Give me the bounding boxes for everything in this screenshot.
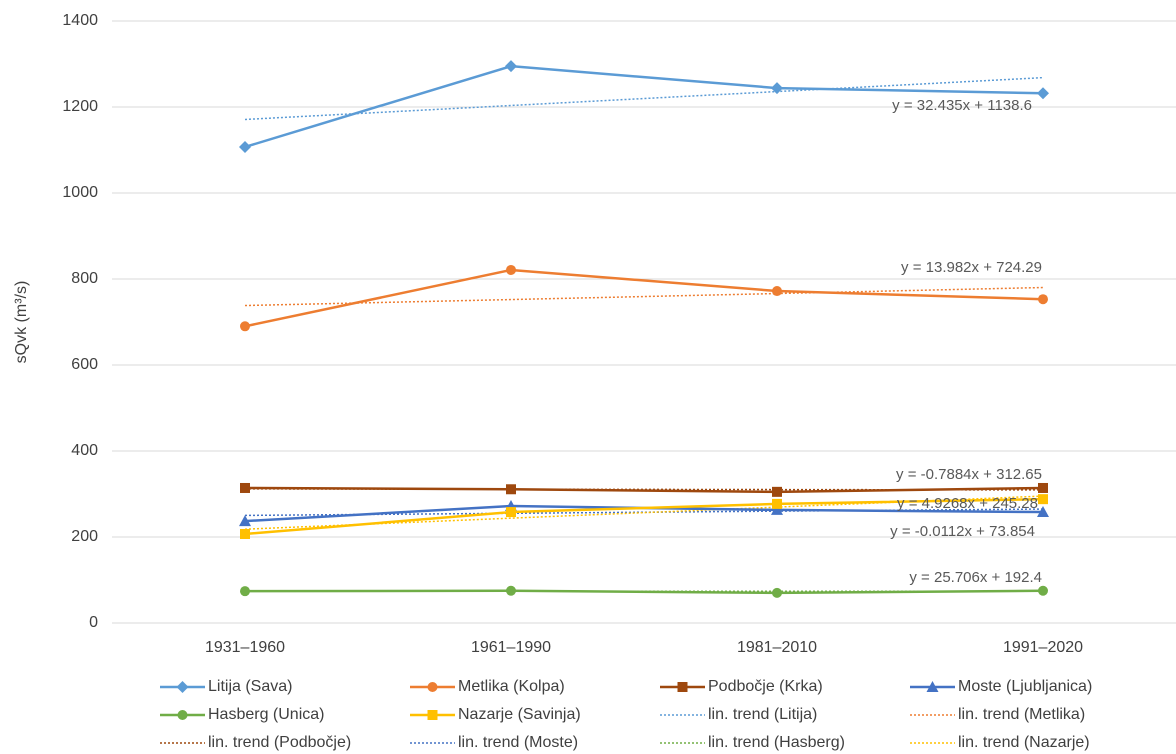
series-line: [244, 497, 1044, 536]
marker: [772, 587, 782, 598]
marker: [240, 482, 250, 493]
marker: [1038, 585, 1048, 596]
marker: [772, 486, 782, 497]
legend-label: Nazarje (Savinja): [458, 706, 581, 723]
marker: [772, 498, 782, 509]
trend-equation: y = -0.7884x + 312.65: [896, 466, 1042, 483]
legend-label: Litija (Sava): [208, 678, 292, 695]
trend-equation: y = 13.982x + 724.29: [901, 259, 1042, 276]
trend-equation: y = 4.9268x + 245.28: [897, 495, 1038, 512]
series-line: [244, 268, 1044, 328]
series-line: [244, 64, 1044, 149]
marker: [1038, 494, 1048, 505]
x-tick-label: 1981–2010: [737, 639, 817, 656]
series-line: [244, 486, 1044, 494]
y-tick-label: 0: [89, 614, 98, 631]
legend-marker: [427, 710, 438, 720]
marker: [240, 586, 250, 597]
marker: [506, 507, 516, 518]
marker: [1037, 87, 1049, 100]
legend-label: Moste (Ljubljanica): [958, 678, 1092, 695]
marker: [771, 503, 783, 515]
marker: [771, 82, 783, 95]
y-tick-label: 1200: [62, 98, 98, 115]
x-tick-label: 1961–1990: [471, 639, 551, 656]
trend-line: [244, 76, 1044, 121]
legend-label: lin. trend (Litija): [708, 706, 817, 723]
marker: [772, 286, 782, 297]
marker: [506, 264, 516, 275]
legend-label: lin. trend (Nazarje): [958, 734, 1090, 751]
legend-marker: [677, 682, 688, 692]
trend-equation: y = 32.435x + 1138.6: [892, 97, 1032, 114]
marker: [1037, 506, 1049, 518]
legend-label: Hasberg (Unica): [208, 706, 324, 723]
y-tick-label: 600: [71, 356, 98, 373]
marker: [239, 140, 251, 153]
legend-marker: [177, 710, 188, 720]
trend-line: [244, 286, 1044, 307]
y-tick-label: 200: [71, 528, 98, 545]
marker: [1038, 482, 1048, 493]
x-tick-label: 1931–1960: [205, 639, 285, 656]
marker: [505, 60, 517, 73]
legend-marker: [427, 682, 438, 692]
legend-label: lin. trend (Hasberg): [708, 734, 845, 751]
legend-marker: [176, 681, 189, 693]
legend-label: lin. trend (Moste): [458, 734, 578, 751]
marker: [506, 585, 516, 596]
marker: [240, 321, 250, 332]
legend-label: lin. trend (Metlika): [958, 706, 1085, 723]
marker: [1038, 294, 1048, 305]
y-tick-label: 1400: [62, 12, 98, 29]
marker: [239, 515, 251, 527]
series-line: [244, 589, 1044, 595]
y-tick-label: 400: [71, 442, 98, 459]
legend-marker: [926, 681, 939, 692]
legend-label: lin. trend (Podbočje): [208, 734, 351, 751]
marker: [506, 484, 516, 495]
legend-label: Podbočje (Krka): [708, 678, 823, 695]
x-tick-label: 1991–2020: [1003, 639, 1083, 656]
trend-equation: y = 25.706x + 192.4: [909, 569, 1042, 586]
y-axis-title: sQvk (m³/s): [13, 281, 30, 364]
marker: [240, 528, 250, 539]
trend-equation: y = -0.0112x + 73.854: [890, 523, 1035, 540]
y-tick-label: 800: [71, 270, 98, 287]
y-tick-label: 1000: [62, 184, 98, 201]
legend-label: Metlika (Kolpa): [458, 678, 565, 695]
